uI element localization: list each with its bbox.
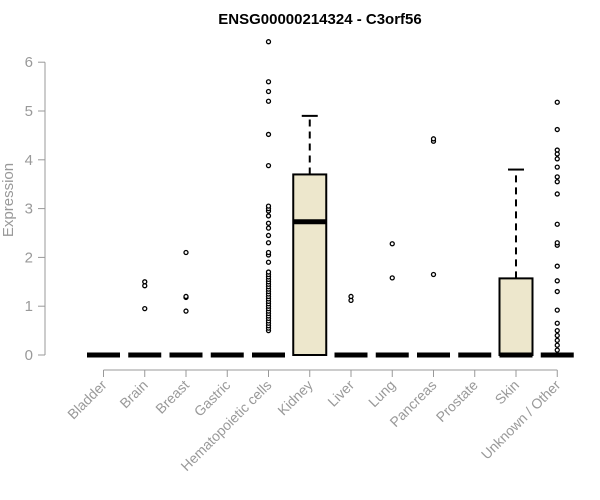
y-tick-label: 6 bbox=[25, 54, 33, 71]
outlier-point bbox=[265, 98, 272, 104]
outlier-point bbox=[183, 308, 189, 314]
x-tick-label: Liver bbox=[324, 377, 357, 410]
y-axis: 0 1 2 3 4 5 6 bbox=[25, 54, 46, 364]
box-group bbox=[252, 39, 285, 358]
outlier-point bbox=[554, 221, 560, 227]
y-tick-label: 5 bbox=[25, 103, 33, 120]
x-tick-label: Brain bbox=[116, 377, 150, 411]
outlier-point bbox=[554, 263, 560, 269]
outlier-point bbox=[265, 232, 272, 239]
box-group bbox=[334, 293, 368, 358]
outlier-point bbox=[554, 179, 560, 185]
outlier-point bbox=[554, 307, 560, 313]
outlier-point bbox=[142, 305, 148, 312]
y-tick-label: 2 bbox=[25, 249, 33, 266]
outlier-point bbox=[265, 79, 272, 85]
chart-title: ENSG00000214324 - C3orf56 bbox=[218, 11, 421, 28]
outlier-point bbox=[389, 275, 395, 281]
outlier-point bbox=[265, 203, 272, 209]
outlier-point bbox=[554, 278, 560, 284]
outlier-point bbox=[554, 332, 560, 339]
y-tick-label: 1 bbox=[25, 298, 33, 315]
x-tick-label: Breast bbox=[152, 377, 192, 417]
outlier-point bbox=[265, 220, 272, 226]
outlier-point bbox=[554, 174, 560, 180]
outlier-point bbox=[554, 288, 560, 295]
outlier-point bbox=[265, 213, 272, 219]
outlier-point bbox=[183, 293, 189, 300]
outlier-point bbox=[265, 259, 272, 265]
outlier-point bbox=[430, 271, 437, 278]
x-tick-label: Bladder bbox=[64, 377, 110, 423]
box-group bbox=[417, 136, 450, 358]
box-group bbox=[292, 114, 328, 356]
x-tick-label: Prostate bbox=[433, 377, 481, 425]
outlier-point bbox=[183, 249, 189, 256]
outlier-point bbox=[554, 327, 560, 334]
outlier-point bbox=[554, 147, 560, 153]
y-axis-label: Expression bbox=[0, 163, 17, 237]
box-group bbox=[128, 279, 162, 358]
box-rect bbox=[292, 173, 328, 356]
x-tick-label: Skin bbox=[492, 377, 523, 408]
outlier-point bbox=[554, 99, 560, 105]
outlier-point bbox=[389, 241, 395, 247]
x-tick-label: Lung bbox=[365, 377, 398, 410]
box-group bbox=[540, 99, 574, 358]
outlier-point bbox=[554, 191, 560, 197]
outlier-point bbox=[265, 163, 272, 169]
outlier-point bbox=[265, 88, 272, 95]
outlier-point bbox=[554, 240, 560, 246]
outlier-point bbox=[265, 225, 272, 231]
outlier-point bbox=[554, 320, 560, 326]
box-group bbox=[375, 241, 409, 358]
outlier-point bbox=[554, 164, 560, 170]
x-tick-label: Kidney bbox=[274, 377, 316, 419]
outlier-point bbox=[554, 337, 560, 344]
y-tick-label: 0 bbox=[25, 347, 33, 364]
outlier-point bbox=[554, 342, 560, 348]
box-rect bbox=[498, 277, 534, 356]
outlier-point bbox=[265, 39, 272, 45]
outlier-point bbox=[348, 293, 354, 300]
outlier-point bbox=[265, 131, 272, 138]
outlier-point bbox=[430, 136, 437, 142]
box-group bbox=[498, 168, 534, 358]
boxes-layer bbox=[87, 39, 574, 358]
outlier-point bbox=[554, 126, 560, 133]
outlier-point bbox=[265, 249, 272, 256]
y-tick-label: 4 bbox=[25, 152, 33, 169]
outlier-point bbox=[554, 347, 560, 353]
outlier-point bbox=[265, 269, 272, 275]
box-group bbox=[169, 249, 203, 358]
outlier-point bbox=[265, 240, 272, 246]
y-tick-label: 3 bbox=[25, 201, 33, 218]
outlier-point bbox=[554, 156, 560, 162]
outlier-point bbox=[142, 279, 148, 285]
